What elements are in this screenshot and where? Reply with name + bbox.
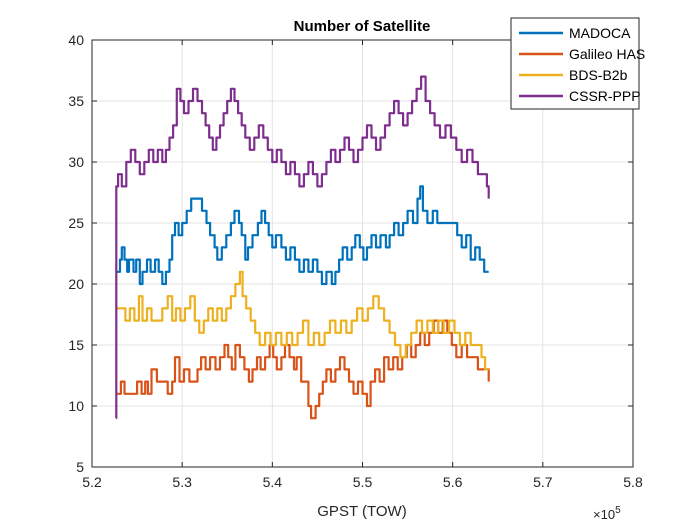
legend-label: Galileo HAS [569,46,645,62]
axis-ticks: 5.2 5.3 5.4 5.5 5.6 5.7 5.8 5 10 15 20 25 30 35 40 [68,32,643,490]
x-tick-label: 5.4 [263,474,283,490]
legend-label: CSSR-PPP [569,88,641,104]
series-line-cssr-ppp [115,75,490,420]
x-tick-label: 5.3 [172,474,192,490]
x-tick-label: 5.7 [533,474,553,490]
series-line-madoca [116,185,489,286]
y-tick-label: 15 [68,337,84,353]
y-tick-label: 20 [68,276,84,292]
y-tick-label: 40 [68,32,84,48]
svg-text:×105: ×105 [593,505,621,522]
legend-label: BDS-B2b [569,67,628,83]
x-exponent-power: 5 [615,505,621,516]
legend: MADOCA Galileo HAS BDS-B2b CSSR-PPP [510,17,645,110]
y-tick-label: 5 [76,459,84,475]
x-exponent-base: ×10 [593,507,615,522]
chart-title: Number of Satellite [294,18,431,35]
x-tick-label: 5.5 [353,474,373,490]
x-tick-label: 5.8 [623,474,643,490]
series-line-bds-b2b [116,270,489,371]
x-tick-label: 5.2 [82,474,102,490]
legend-label: MADOCA [569,25,631,41]
x-tick-label: 5.6 [443,474,463,490]
y-tick-label: 25 [68,215,84,231]
y-tick-label: 35 [68,93,84,109]
x-axis-exponent: ×105 [593,505,621,522]
series-lines [115,75,490,420]
y-tick-label: 30 [68,154,84,170]
x-axis-label: GPST (TOW) [317,503,406,520]
y-tick-label: 10 [68,398,84,414]
series-line-galileo-has [116,319,490,420]
